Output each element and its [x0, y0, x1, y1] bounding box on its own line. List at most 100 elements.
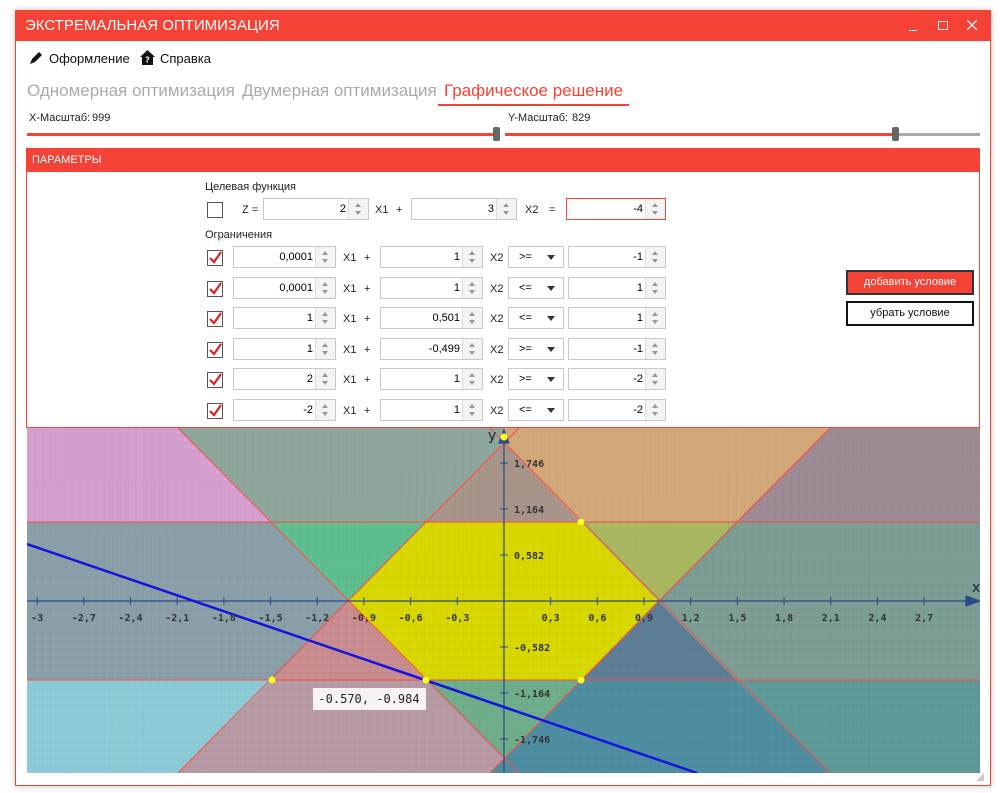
spin-up[interactable]: [652, 281, 658, 286]
number-input[interactable]: -1: [568, 337, 666, 360]
spinner[interactable]: [462, 338, 482, 359]
spin-down[interactable]: [652, 350, 658, 355]
maximize-button[interactable]: [938, 21, 948, 30]
spin-down[interactable]: [652, 289, 658, 294]
spin-up[interactable]: [469, 403, 475, 408]
spinner[interactable]: [645, 247, 665, 267]
checkbox[interactable]: [207, 280, 223, 297]
close-button[interactable]: [967, 20, 977, 30]
number-input[interactable]: 1: [380, 398, 483, 421]
spinner[interactable]: [645, 369, 665, 389]
spinner[interactable]: [645, 277, 665, 298]
y-scale-thumb[interactable]: [892, 127, 899, 141]
checkbox[interactable]: [207, 372, 223, 388]
number-input[interactable]: 0,501: [380, 307, 483, 329]
number-input[interactable]: 1: [568, 276, 666, 299]
number-input[interactable]: 0,0001: [233, 246, 336, 268]
tab[interactable]: Графическое решение: [438, 81, 630, 106]
operator-select[interactable]: <=: [508, 276, 564, 299]
spin-up[interactable]: [355, 203, 361, 207]
spinner[interactable]: [315, 247, 335, 267]
number-input[interactable]: -4: [566, 198, 666, 220]
number-input[interactable]: 2: [233, 368, 336, 390]
menu-item[interactable]: Справка: [160, 51, 211, 66]
spin-up[interactable]: [469, 342, 475, 347]
spin-down[interactable]: [469, 320, 475, 324]
spinner[interactable]: [645, 399, 665, 420]
spin-up[interactable]: [652, 342, 658, 347]
tab[interactable]: Одномерная оптимизация: [27, 81, 235, 100]
menu-item[interactable]: Оформление: [49, 51, 130, 66]
remove-condition-button[interactable]: убрать условие: [846, 301, 974, 326]
number-input[interactable]: 1: [568, 307, 666, 329]
number-input[interactable]: -2: [568, 368, 666, 390]
tab[interactable]: Двумерная оптимизация: [242, 81, 437, 100]
add-condition-button[interactable]: добавить условие: [846, 270, 974, 295]
spinner[interactable]: [348, 199, 368, 219]
number-input[interactable]: 1: [233, 307, 336, 329]
spin-up[interactable]: [652, 203, 658, 207]
number-input[interactable]: -0,499: [380, 337, 483, 360]
checkbox[interactable]: [207, 311, 223, 327]
operator-select[interactable]: >=: [508, 368, 564, 390]
spin-up[interactable]: [322, 373, 328, 377]
checkbox[interactable]: [207, 402, 223, 419]
spin-down[interactable]: [469, 411, 475, 416]
spin-up[interactable]: [322, 342, 328, 347]
spinner[interactable]: [315, 277, 335, 298]
spinner[interactable]: [462, 369, 482, 389]
spin-down[interactable]: [469, 350, 475, 355]
x-scale-track[interactable]: [27, 133, 497, 136]
operator-select[interactable]: <=: [508, 307, 564, 329]
spinner[interactable]: [496, 199, 516, 219]
spin-up[interactable]: [503, 203, 509, 207]
operator-select[interactable]: <=: [508, 398, 564, 421]
spin-down[interactable]: [652, 381, 658, 385]
spin-down[interactable]: [355, 211, 361, 215]
spin-down[interactable]: [503, 211, 509, 215]
spin-down[interactable]: [469, 381, 475, 385]
spinner[interactable]: [462, 247, 482, 267]
spinner[interactable]: [315, 308, 335, 328]
spinner[interactable]: [315, 338, 335, 359]
operator-select[interactable]: >=: [508, 337, 564, 360]
spin-down[interactable]: [322, 259, 328, 263]
spin-up[interactable]: [469, 312, 475, 316]
spinner[interactable]: [315, 369, 335, 389]
x-scale-thumb[interactable]: [493, 127, 500, 141]
spin-down[interactable]: [322, 411, 328, 416]
spin-down[interactable]: [469, 289, 475, 294]
checkbox[interactable]: [207, 202, 223, 218]
spin-up[interactable]: [469, 251, 475, 255]
number-input[interactable]: 2: [263, 198, 369, 220]
spin-down[interactable]: [652, 411, 658, 416]
spin-down[interactable]: [652, 259, 658, 263]
number-input[interactable]: -1: [568, 246, 666, 268]
checkbox[interactable]: [207, 341, 223, 358]
spinner[interactable]: [462, 308, 482, 328]
spin-down[interactable]: [469, 259, 475, 263]
spin-down[interactable]: [652, 211, 658, 215]
minimize-button[interactable]: [909, 30, 917, 31]
spin-up[interactable]: [652, 251, 658, 255]
number-input[interactable]: 3: [411, 198, 517, 220]
y-scale-track[interactable]: [505, 133, 895, 136]
spin-up[interactable]: [322, 281, 328, 286]
spin-up[interactable]: [322, 312, 328, 316]
number-input[interactable]: 1: [233, 337, 336, 360]
spin-down[interactable]: [322, 350, 328, 355]
spin-down[interactable]: [322, 289, 328, 294]
spin-up[interactable]: [322, 403, 328, 408]
spin-up[interactable]: [652, 373, 658, 377]
number-input[interactable]: 1: [380, 276, 483, 299]
spinner[interactable]: [462, 277, 482, 298]
spin-up[interactable]: [469, 281, 475, 286]
spinner[interactable]: [462, 399, 482, 420]
number-input[interactable]: -2: [233, 398, 336, 421]
spinner[interactable]: [645, 338, 665, 359]
spinner[interactable]: [315, 399, 335, 420]
spin-up[interactable]: [469, 373, 475, 377]
number-input[interactable]: 0,0001: [233, 276, 336, 299]
spin-up[interactable]: [322, 251, 328, 255]
spinner[interactable]: [645, 199, 665, 219]
